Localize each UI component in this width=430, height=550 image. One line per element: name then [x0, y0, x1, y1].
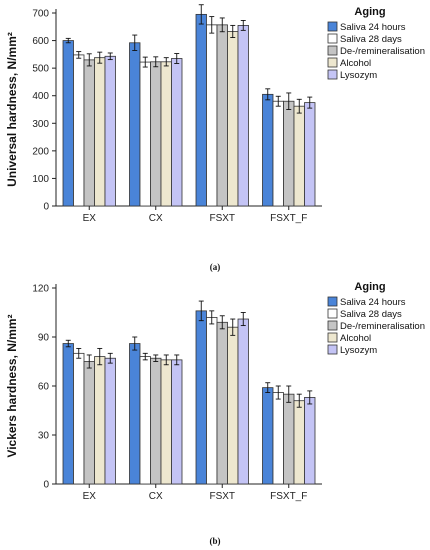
legend-entry: Alcohol: [340, 333, 371, 344]
bar-ex-series-3: [83, 59, 95, 207]
y-axis-label: Universal hardness, N/mm²: [5, 32, 19, 187]
bar-fsxt-f-series-4: [293, 105, 305, 207]
x-tick-label: EX: [83, 213, 97, 224]
x-tick-label: EX: [83, 491, 97, 502]
legend-entry: De-/remineralisation: [340, 46, 425, 57]
x-tick-label: FSXT: [209, 213, 235, 224]
bar-fsxt-f-series-2: [272, 392, 284, 485]
bar-fsxt-series-5: [237, 25, 249, 207]
bar-ex-series-3: [83, 361, 95, 485]
legend-swatch: [327, 320, 338, 331]
bar-ex-series-1: [62, 40, 74, 207]
bar-fsxt-series-2: [206, 316, 218, 485]
y-tick-label: 30: [38, 431, 50, 442]
bar-fsxt-f-series-5: [304, 102, 316, 207]
bar-ex-series-5: [104, 357, 116, 485]
legend-swatch: [327, 21, 338, 32]
legend-entry: Lysozym: [340, 345, 377, 356]
figure-caption: (a): [210, 262, 221, 272]
bar-ex-series-4: [94, 356, 106, 485]
bar-fsxt-series-2: [206, 24, 218, 207]
bar-fsxt-f-series-1: [262, 387, 274, 485]
y-tick-label: 500: [32, 64, 49, 75]
bar-fsxt-series-5: [237, 318, 249, 485]
bar-ex-series-2: [73, 54, 85, 207]
bar-cx-series-5: [171, 359, 183, 485]
x-tick-label: CX: [149, 491, 163, 502]
bar-cx-series-2: [139, 356, 151, 485]
figure-caption: (b): [210, 536, 221, 546]
chart-vickers-hardness: 0 30 60 90 120 Vickers hardness, N/mm² EX CX FSX…: [5, 281, 425, 546]
bar-cx-series-4: [160, 61, 172, 207]
legend-entry: De-/remineralisation: [340, 321, 425, 332]
bar-cx-series-4: [160, 359, 172, 485]
y-tick-label: 0: [43, 480, 49, 491]
y-tick-label: 700: [32, 9, 49, 20]
bar-fsxt-series-3: [216, 24, 228, 207]
x-tick-label: FSXT: [209, 491, 235, 502]
y-tick-label: 600: [32, 36, 49, 47]
bar-fsxt-f-series-4: [293, 400, 305, 485]
legend-entry: Saliva 24 hours: [340, 22, 406, 33]
legend-entry: Saliva 28 days: [340, 309, 402, 320]
legend-swatch: [327, 332, 338, 343]
legend-title: Aging: [354, 281, 385, 293]
bar-fsxt-f-series-3: [283, 100, 295, 207]
y-axis-label: Vickers hardness, N/mm²: [5, 314, 19, 457]
legend-swatch: [327, 57, 338, 68]
y-tick-label: 60: [38, 382, 50, 393]
y-tick-label: 90: [38, 333, 50, 344]
legend-swatch: [327, 45, 338, 56]
bar-cx-series-3: [150, 61, 162, 207]
legend-entry: Saliva 24 hours: [340, 297, 406, 308]
bar-cx-series-2: [139, 61, 151, 207]
bar-ex-series-2: [73, 352, 85, 485]
y-tick-label: 300: [32, 119, 49, 130]
x-tick-label: CX: [149, 213, 163, 224]
x-tick-label: FSXT_F: [270, 491, 307, 502]
legend-entry: Alcohol: [340, 58, 371, 69]
y-tick-label: 400: [32, 91, 49, 102]
bar-fsxt-series-1: [195, 13, 207, 207]
bar-fsxt-series-3: [216, 321, 228, 485]
bar-fsxt-f-series-2: [272, 100, 284, 207]
bar-cx-series-3: [150, 357, 162, 485]
y-tick-label: 200: [32, 146, 49, 157]
chart-universal-hardness: 0 100 200 300 400 500 600 700 Universal hardness…: [5, 4, 425, 272]
bar-ex-series-4: [94, 57, 106, 207]
bar-fsxt-series-4: [227, 31, 239, 207]
legend-swatch: [327, 69, 338, 80]
legend-swatch: [327, 308, 338, 319]
y-tick-label: 120: [32, 284, 49, 295]
y-tick-label: 100: [32, 174, 49, 185]
bar-fsxt-f-series-3: [283, 393, 295, 485]
bar-cx-series-1: [129, 42, 141, 207]
x-tick-label: FSXT_F: [270, 213, 307, 224]
bar-cx-series-1: [129, 343, 141, 485]
bar-fsxt-f-series-1: [262, 93, 274, 207]
bar-fsxt-series-1: [195, 310, 207, 485]
bar-ex-series-5: [104, 55, 116, 207]
bar-fsxt-f-series-5: [304, 397, 316, 485]
legend-swatch: [327, 296, 338, 307]
bar-ex-series-1: [62, 343, 74, 485]
legend-swatch: [327, 344, 338, 355]
bar-cx-series-5: [171, 58, 183, 207]
legend-swatch: [327, 33, 338, 44]
legend-title: Aging: [354, 6, 385, 18]
legend-entry: Lysozym: [340, 70, 377, 81]
bar-fsxt-series-4: [227, 326, 239, 485]
y-tick-label: 0: [43, 202, 49, 213]
legend-entry: Saliva 28 days: [340, 34, 402, 45]
